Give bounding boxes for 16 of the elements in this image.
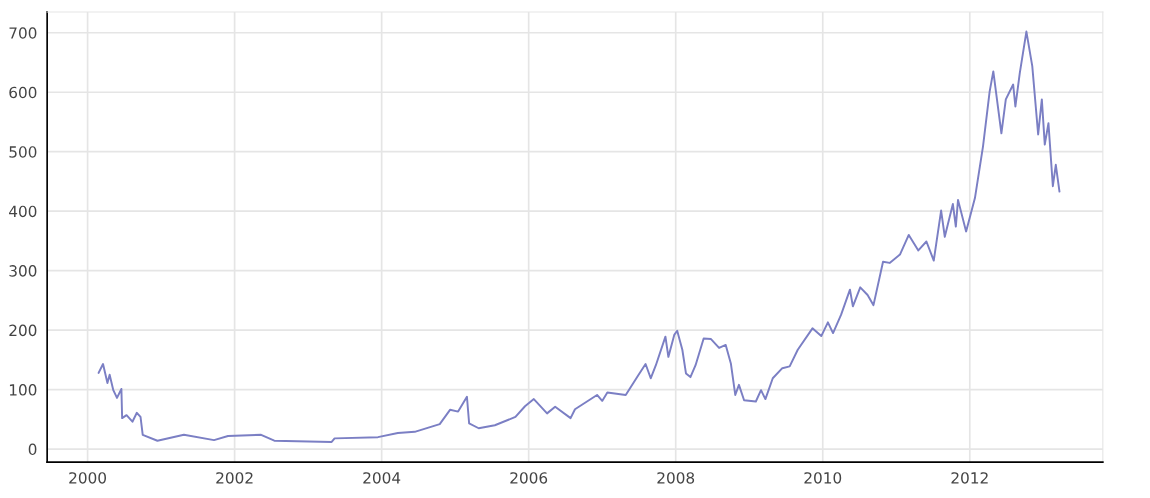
x-tick-label: 2000 (69, 472, 107, 484)
line-series (97, 30, 1061, 443)
x-tick-label: 2002 (216, 472, 253, 484)
y-tick-label: 600 (9, 86, 37, 99)
y-tick-label: 0 (28, 443, 37, 456)
x-tick-label: 2008 (657, 472, 695, 484)
y-tick-label: 500 (9, 146, 37, 158)
x-tick-label: 2010 (804, 472, 842, 484)
y-tick-label: 300 (9, 265, 37, 277)
y-tick-label: 400 (9, 205, 37, 218)
y-tick-label: 200 (9, 324, 37, 337)
y-tick-label: 700 (9, 27, 37, 39)
x-tick-label: 2004 (363, 472, 401, 484)
x-tick-label: 2006 (510, 472, 548, 484)
x-tick-label: 2012 (951, 472, 988, 484)
y-tick-label: 100 (9, 384, 37, 396)
